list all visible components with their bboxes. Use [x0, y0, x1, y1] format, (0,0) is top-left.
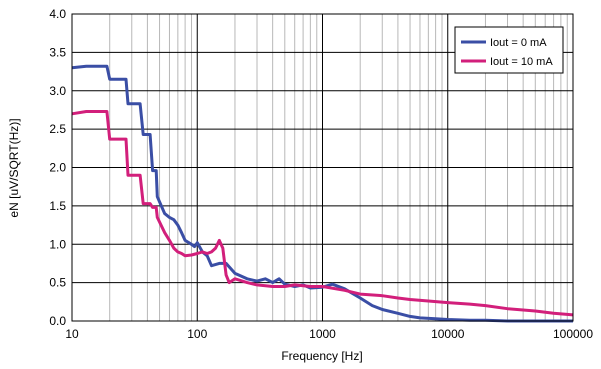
- x-tick-labels: 10 100 1000 10000 100000: [65, 327, 593, 341]
- series-line-iout-10ma: [71, 110, 574, 317]
- y-tick-label: 1.0: [49, 237, 66, 251]
- x-tick-label: 1000: [309, 327, 336, 341]
- y-tick-label: 1.5: [49, 199, 66, 213]
- legend-label-iout-10ma: Iout = 10 mA: [490, 56, 553, 68]
- series-line-iout-0ma: [71, 64, 573, 323]
- y-tick-label: 2.5: [49, 122, 66, 136]
- y-tick-label: 3.5: [49, 45, 66, 59]
- y-tick-label: 3.0: [49, 84, 66, 98]
- x-axis-label: Frequency [Hz]: [281, 349, 362, 363]
- x-tick-label: 100: [187, 327, 207, 341]
- x-tick-label: 10000: [431, 327, 465, 341]
- series-layer: [71, 64, 574, 323]
- y-tick-label: 0.5: [49, 276, 66, 290]
- plot-frame: [71, 13, 574, 322]
- x-tick-label: 10: [65, 327, 79, 341]
- y-tick-label: 2.0: [49, 161, 66, 175]
- legend-box: [454, 26, 564, 74]
- y-axis-label: eN [uV/SQRT(Hz)]: [7, 118, 21, 217]
- x-tick-label: 100000: [553, 327, 593, 341]
- y-tick-label: 4.0: [49, 7, 66, 21]
- legend-label-iout-0ma: Iout = 0 mA: [490, 37, 547, 49]
- y-tick-label: 0.0: [49, 314, 66, 328]
- y-tick-labels: 0.0 0.5 1.0 1.5 2.0 2.5 3.0 3.5 4.0: [49, 7, 66, 328]
- legend: Iout = 0 mA Iout = 10 mA: [454, 26, 564, 74]
